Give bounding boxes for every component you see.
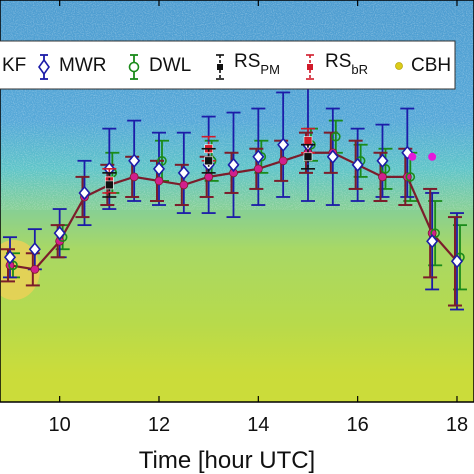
mwr-point — [128, 153, 141, 169]
mwr-point — [376, 153, 389, 169]
mwr-point — [426, 233, 439, 249]
mwr-point — [252, 149, 265, 165]
kf-point — [253, 164, 263, 174]
x-tick-label: 18 — [446, 414, 468, 436]
kf-point — [204, 172, 214, 182]
mwr-point — [152, 161, 166, 177]
legend-item-cbh: CBH — [395, 55, 451, 76]
kf-point — [129, 172, 139, 182]
x-tick-label: 10 — [49, 414, 71, 436]
cbh-point — [408, 152, 417, 161]
legend: KF MWR DWL RSPM RSbR — [0, 40, 456, 90]
x-tick-label: 16 — [347, 414, 369, 436]
legend-box — [0, 40, 456, 90]
kf-point — [378, 172, 387, 182]
kf-point — [30, 264, 40, 274]
kf-point — [402, 172, 412, 182]
rspm-point — [105, 180, 114, 190]
dwl-point — [8, 260, 18, 271]
legend-item-kf: KF — [2, 55, 26, 76]
rsbr-point — [303, 136, 313, 145]
legend-label-rsbr: RSbR — [325, 51, 368, 77]
kf-point — [179, 180, 189, 190]
dot-marker-icon — [395, 62, 403, 70]
legend-label-mwr: MWR — [59, 55, 106, 76]
rspm-point — [204, 156, 213, 166]
kf-point — [278, 156, 288, 166]
mwr-point — [3, 250, 17, 265]
x-axis: 10 12 14 16 18 — [49, 0, 468, 436]
mwr-point — [227, 157, 240, 173]
mwr-point — [28, 241, 41, 257]
legend-label-rspm: RSPM — [234, 51, 280, 77]
plot-area — [1, 87, 467, 311]
mwr-point — [53, 225, 66, 241]
mwr-point — [450, 254, 464, 269]
legend-item-dwl: DWL — [128, 54, 191, 80]
square-marker-icon — [307, 64, 313, 70]
x-tick-label: 12 — [148, 414, 170, 436]
x-axis-label: Time [hour UTC] — [139, 447, 315, 474]
mwr-point — [78, 185, 91, 201]
mwr-point — [326, 149, 339, 165]
dwl-point — [157, 156, 167, 166]
dwl-point — [380, 164, 391, 174]
legend-item-rsbr: RSbR — [306, 51, 368, 80]
rspm-point — [303, 152, 313, 162]
plot-frame — [0, 0, 474, 403]
dwl-point — [430, 228, 440, 238]
legend-item-mwr: MWR — [38, 54, 106, 80]
cbh-point — [428, 152, 437, 161]
legend-item-rspm: RSPM — [216, 51, 280, 80]
mwr-point — [177, 165, 190, 181]
mwr-point — [277, 137, 290, 152]
legend-label-kf: KF — [2, 55, 26, 76]
dwl-point — [405, 172, 416, 182]
mwr-point — [351, 157, 364, 173]
diamond-marker-icon — [38, 58, 50, 76]
kf-point — [154, 176, 164, 186]
legend-label-cbh: CBH — [411, 55, 451, 76]
square-marker-icon — [217, 64, 223, 70]
x-tick-label: 14 — [247, 414, 269, 436]
legend-label-dwl: DWL — [149, 55, 191, 76]
dwl-point — [331, 131, 341, 142]
circle-marker-icon — [128, 61, 140, 73]
